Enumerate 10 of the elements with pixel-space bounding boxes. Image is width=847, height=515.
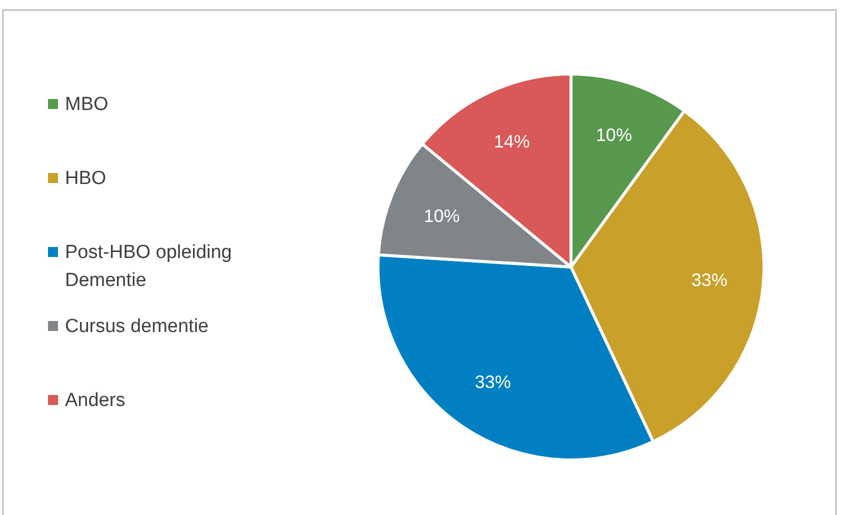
data-label: 33% (691, 270, 728, 290)
legend-label: HBO (65, 168, 106, 188)
legend-label: Cursus dementie (65, 316, 209, 336)
legend-label: MBO (65, 94, 108, 114)
legend-label: Anders (65, 390, 126, 410)
legend-label: Post-HBO opleiding Dementie (65, 242, 232, 290)
data-label: 10% (424, 206, 460, 226)
data-label: 33% (474, 372, 511, 392)
data-label: 10% (596, 124, 632, 145)
data-label: 14% (494, 131, 530, 152)
